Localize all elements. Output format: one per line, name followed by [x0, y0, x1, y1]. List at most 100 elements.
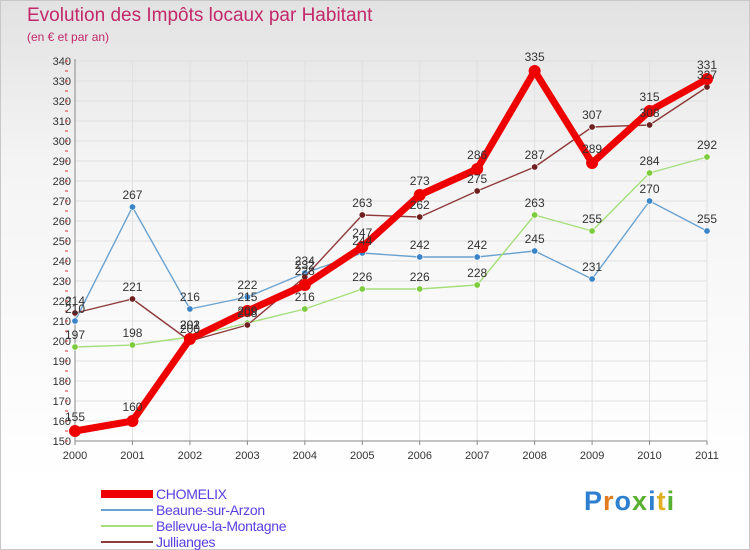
data-label: 255 — [582, 212, 602, 226]
data-label: 228 — [467, 266, 487, 280]
data-label: 273 — [410, 174, 430, 188]
y-tick-label: 150 — [53, 436, 71, 448]
data-label: 275 — [467, 172, 487, 186]
series-line — [74, 200, 708, 322]
data-point — [128, 203, 136, 211]
y-tick-label: 250 — [53, 236, 71, 248]
data-label: 209 — [237, 304, 257, 318]
y-tick-label: 230 — [53, 276, 71, 288]
data-label: 335 — [525, 50, 545, 64]
data-point — [71, 317, 79, 325]
x-tick-label: 2001 — [120, 450, 144, 462]
data-label: 201 — [180, 318, 200, 332]
data-label: 284 — [640, 154, 660, 168]
data-label: 331 — [697, 58, 717, 72]
data-point — [643, 105, 656, 117]
logo-letter: i — [648, 486, 657, 516]
legend-swatch — [101, 525, 153, 527]
data-point — [183, 333, 196, 345]
data-point — [528, 65, 541, 77]
data-point — [473, 187, 481, 195]
data-point — [531, 211, 539, 219]
data-label: 210 — [65, 302, 85, 316]
data-point — [471, 163, 484, 175]
data-label: 307 — [582, 108, 602, 122]
y-tick-label: 220 — [53, 296, 71, 308]
data-label: 308 — [640, 106, 660, 120]
data-point — [128, 341, 136, 349]
data-label: 202 — [180, 318, 200, 332]
data-point — [298, 279, 311, 291]
y-tick-label: 190 — [53, 356, 71, 368]
chart-title: Evolution des Impôts locaux par Habitant — [27, 5, 373, 26]
y-tick-label: 320 — [53, 96, 71, 108]
data-label: 215 — [237, 290, 257, 304]
legend-label: Beaune-sur-Arzon — [156, 502, 265, 518]
data-point — [69, 425, 81, 437]
data-point — [473, 253, 481, 261]
data-label: 234 — [295, 254, 315, 268]
logo-letter: r — [603, 486, 615, 516]
y-tick-label: 170 — [53, 396, 71, 408]
y-tick-label: 280 — [53, 176, 71, 188]
data-point — [243, 321, 251, 329]
legend-swatch — [101, 541, 153, 543]
logo-letter: i — [666, 486, 676, 516]
data-label: 231 — [582, 260, 602, 274]
data-label: 255 — [697, 212, 717, 226]
legend-label: Jullianges — [156, 534, 216, 550]
data-point — [416, 213, 424, 221]
data-label: 226 — [352, 270, 372, 284]
y-tick-label: 330 — [53, 76, 71, 88]
logo-letter: o — [614, 486, 633, 516]
series-line — [71, 67, 711, 435]
data-label: 214 — [65, 294, 85, 308]
data-point — [701, 73, 713, 85]
data-label: 228 — [295, 264, 315, 278]
data-label: 226 — [410, 270, 430, 284]
data-label: 216 — [295, 290, 315, 304]
data-label: 287 — [525, 148, 545, 162]
data-point — [586, 157, 599, 169]
data-point — [473, 281, 481, 289]
logo-letter: t — [656, 486, 667, 516]
data-label: 197 — [65, 328, 85, 342]
proxiti-logo: Proxiti — [584, 486, 675, 517]
data-point — [531, 247, 539, 255]
data-point — [71, 343, 79, 351]
data-label: 242 — [410, 238, 430, 252]
y-tick-label: 340 — [53, 56, 71, 68]
data-label: 263 — [352, 196, 372, 210]
x-tick-label: 2008 — [522, 450, 546, 462]
series-line — [74, 156, 708, 348]
y-tick-label: 300 — [53, 136, 71, 148]
data-label: 221 — [122, 280, 142, 294]
legend-swatch — [101, 509, 153, 511]
y-tick-label: 260 — [53, 216, 71, 228]
data-point — [416, 253, 424, 261]
data-label: 327 — [697, 68, 717, 82]
legend-label: CHOMELIX — [156, 486, 227, 502]
x-tick-label: 2003 — [235, 450, 259, 462]
data-label: 244 — [352, 234, 372, 248]
y-tick-label: 180 — [53, 376, 71, 388]
data-point — [301, 305, 309, 313]
x-tick-label: 2000 — [63, 450, 87, 462]
data-point — [416, 285, 424, 293]
data-point — [413, 189, 426, 201]
data-point — [186, 305, 194, 313]
data-label: 245 — [525, 232, 545, 246]
data-point — [243, 293, 251, 301]
data-label: 270 — [640, 182, 660, 196]
data-label: 247 — [352, 226, 372, 240]
y-tick-label: 270 — [53, 196, 71, 208]
data-point — [646, 121, 654, 129]
data-label: 286 — [467, 148, 487, 162]
data-label: 160 — [122, 400, 142, 414]
y-tick-label: 160 — [53, 416, 71, 428]
legend-swatch — [101, 490, 153, 498]
x-tick-label: 2002 — [178, 450, 202, 462]
legend-label: Bellevue-la-Montagne — [156, 518, 287, 534]
